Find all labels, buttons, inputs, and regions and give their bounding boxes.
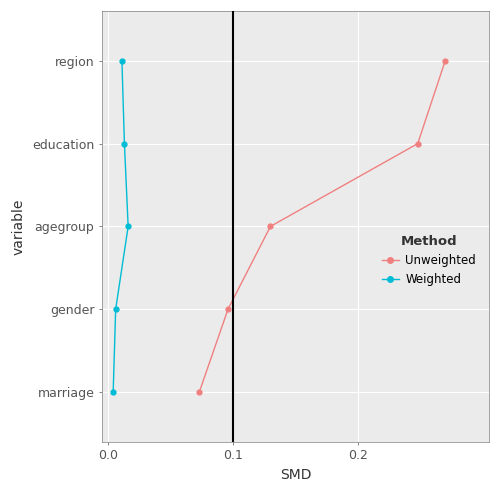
Legend: Unweighted, Weighted: Unweighted, Weighted (374, 228, 483, 293)
X-axis label: SMD: SMD (280, 468, 311, 482)
Y-axis label: variable: variable (11, 198, 25, 254)
